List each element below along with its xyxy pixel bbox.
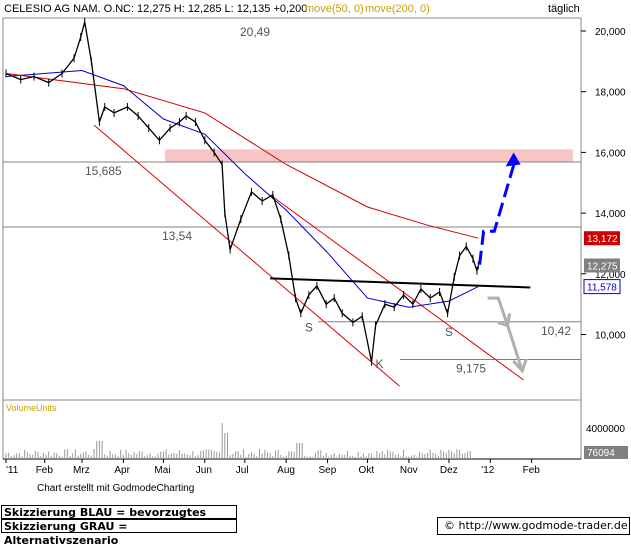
last-value-text-close: 12,275: [587, 261, 618, 272]
x-tick-label-11: Dez: [440, 465, 458, 476]
ma-line-1: [5, 73, 479, 239]
price-series: [5, 17, 479, 366]
volume-last-value: 76094: [587, 448, 615, 459]
horizontal-levels: 20,49 15,685 13,54 10,42 9,175: [3, 25, 581, 376]
y-tick-label-3: 14,000: [595, 209, 626, 220]
volume-plot-frame: [2, 399, 582, 460]
last-value-badges: 13,172 12,275 11,578: [583, 231, 621, 295]
ticker-label: CELESIO AG NAM. O.N.: [4, 3, 126, 15]
level-label-4: 9,175: [456, 362, 486, 376]
scenario-gray-path: [487, 296, 524, 372]
scenarios: [478, 152, 528, 374]
note-blue-scenario: Skizzierung BLAU = bevorzugtes Szenario: [1, 505, 237, 533]
channel-line-1: [269, 194, 524, 381]
pattern-annotations: S K S: [305, 320, 453, 370]
x-tick-label-4: Mai: [154, 465, 170, 476]
level-label-2: 13,54: [162, 229, 192, 243]
period-label: täglich: [548, 3, 580, 15]
scenario-gray-mid-arrowhead: [497, 313, 512, 328]
y-tick-label-1: 18,000: [595, 88, 626, 99]
scenario-blue-arrowhead: [505, 152, 521, 167]
pattern-label-0: S: [305, 320, 313, 334]
last-value-badge-ma200: [584, 231, 620, 246]
x-tick-label-2: Mrz: [73, 465, 90, 476]
scenario-blue-path: [478, 158, 518, 265]
y-axis-ticks: 20,000 18,000 16,000 14,000 12,000 10,000: [581, 27, 626, 342]
x-tick-label-10: Nov: [400, 465, 418, 476]
ma-line-0: [5, 69, 479, 308]
chart-credit: Chart erstellt mit GodmodeCharting: [37, 483, 195, 494]
quote-text: C: 12,275 H: 12,285 L: 12,135 +0,200: [123, 3, 307, 15]
pattern-label-2: S: [445, 325, 453, 339]
y-tick-label-0: 20,000: [595, 27, 626, 38]
x-tick-label-13: Feb: [523, 465, 541, 476]
price-line: [5, 21, 479, 362]
x-tick-label-0: '11: [6, 465, 19, 476]
channel-lines: [93, 124, 524, 387]
level-label-0: 20,49: [240, 25, 270, 39]
last-value-badge-close: [584, 258, 620, 273]
x-tick-label-12: '12: [481, 465, 494, 476]
x-tick-label-1: Feb: [36, 465, 54, 476]
last-value-text-ma50: 11,578: [587, 283, 617, 294]
y-tick-label-4: 12,000: [595, 270, 626, 281]
neckline-line: [270, 277, 531, 289]
volume-bars: [5, 423, 471, 459]
ma200-label: move(200, 0): [365, 3, 430, 15]
volume-tick-label: 4000000: [586, 424, 625, 435]
level-label-1: 15,685: [85, 164, 122, 178]
y-tick-label-5: 10,000: [595, 331, 626, 342]
x-axis-ticks: '11 Feb Mrz Apr Mai Jun Jul Aug Sep Okt Nov Dez '12 F…: [5, 459, 541, 476]
last-value-text-ma200: 13,172: [587, 234, 618, 245]
y-tick-label-2: 16,000: [595, 148, 626, 159]
source-url-link[interactable]: © http://www.godmode-trader.de: [437, 517, 630, 535]
volume-last-badge: [584, 446, 628, 459]
last-value-badge-ma50: [583, 279, 621, 295]
x-tick-label-6: Jul: [236, 465, 249, 476]
scenario-gray-arrowhead: [512, 358, 528, 374]
x-tick-label-8: Sep: [319, 465, 337, 476]
x-tick-label-3: Apr: [114, 465, 130, 476]
ma50-label: move(50, 0): [305, 3, 364, 15]
volume-label: VolumeUnits: [6, 403, 57, 413]
level-label-3: 10,42: [541, 324, 571, 338]
x-tick-label-7: Aug: [277, 465, 295, 476]
note-gray-scenario: Skizzierung GRAU = Alternativszenario: [1, 519, 237, 547]
moving-averages: [5, 69, 479, 308]
x-tick-label-9: Okt: [359, 465, 375, 476]
neckline: [270, 277, 531, 289]
price-plot-frame: [2, 17, 582, 401]
x-tick-label-5: Jun: [196, 465, 212, 476]
channel-line-0: [93, 124, 400, 387]
pattern-label-1: K: [376, 357, 384, 371]
